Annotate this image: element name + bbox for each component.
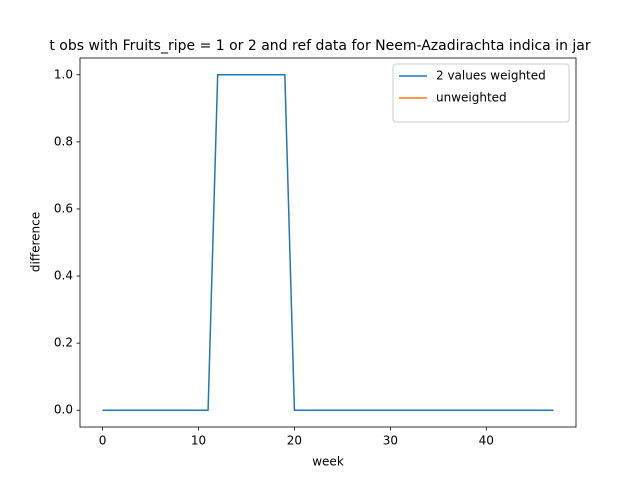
legend-label: unweighted	[436, 91, 507, 105]
y-tick-label: 0.8	[54, 134, 73, 148]
x-tick-label: 40	[479, 434, 494, 448]
y-tick-label: 0.2	[54, 336, 73, 350]
y-tick-label: 1.0	[54, 67, 73, 81]
x-tick-label: 0	[99, 434, 107, 448]
plot-frame	[79, 57, 577, 428]
legend-box	[392, 63, 570, 123]
line-series	[102, 74, 554, 411]
y-axis-label: difference	[29, 212, 43, 272]
x-axis-label: week	[312, 455, 344, 469]
chart-title: t obs with Fruits_ripe = 1 or 2 and ref …	[49, 38, 591, 54]
x-tick-label: 20	[287, 434, 302, 448]
x-tick-label: 30	[383, 434, 398, 448]
y-tick-label: 0.4	[54, 269, 73, 283]
y-tick-label: 0.6	[54, 201, 73, 215]
legend-label: 2 values weighted	[436, 69, 546, 83]
y-tick-label: 0.0	[54, 403, 73, 417]
x-tick-label: 10	[191, 434, 206, 448]
